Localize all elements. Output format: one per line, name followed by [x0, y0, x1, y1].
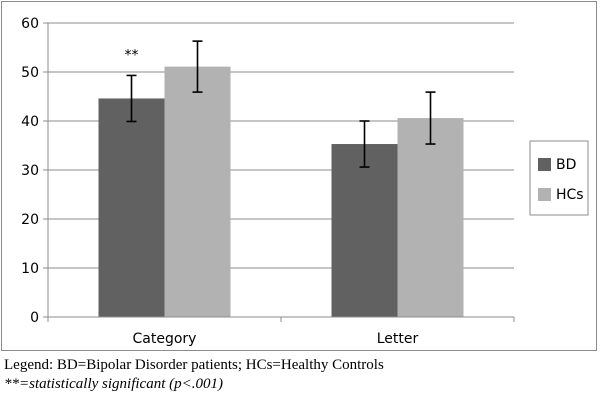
bar-bd-category	[98, 98, 165, 318]
y-tick-label: 0	[30, 310, 39, 326]
y-tick-label: 50	[21, 65, 39, 81]
legend-box	[529, 140, 589, 216]
bar-bd-letter	[331, 144, 398, 317]
y-tick-label: 10	[21, 261, 39, 277]
legend-label-bd: BD	[556, 157, 576, 173]
y-tick-label: 30	[21, 163, 39, 179]
x-tick-label: Category	[133, 331, 197, 347]
legend-swatch-hcs	[538, 188, 551, 201]
x-tick-label: Letter	[377, 331, 419, 347]
y-tick-label: 20	[21, 212, 39, 228]
significance-marker: **	[125, 47, 139, 63]
y-tick-label: 40	[21, 114, 39, 130]
x-axis-ticks: Category Letter	[47, 317, 515, 347]
bars	[98, 66, 464, 318]
y-tick-label: 60	[21, 16, 39, 32]
bar-hcs-category	[164, 66, 231, 317]
bar-hcs-letter	[397, 118, 464, 317]
legend-swatch-bd	[538, 158, 551, 171]
legend-caption: Legend: BD=Bipolar Disorder patients; HC…	[4, 357, 384, 373]
bar-chart: 0 10 20 30 40 50 60 Category Letter ** BD HCs	[21, 16, 589, 347]
footnote-caption: **=statistically significant (p<.001)	[4, 376, 223, 392]
y-axis-ticks: 0 10 20 30 40 50 60	[21, 16, 48, 326]
legend-label-hcs: HCs	[556, 187, 584, 203]
annotations: **	[125, 47, 139, 63]
error-bars	[126, 40, 436, 168]
chart-legend: BD HCs	[529, 140, 589, 216]
